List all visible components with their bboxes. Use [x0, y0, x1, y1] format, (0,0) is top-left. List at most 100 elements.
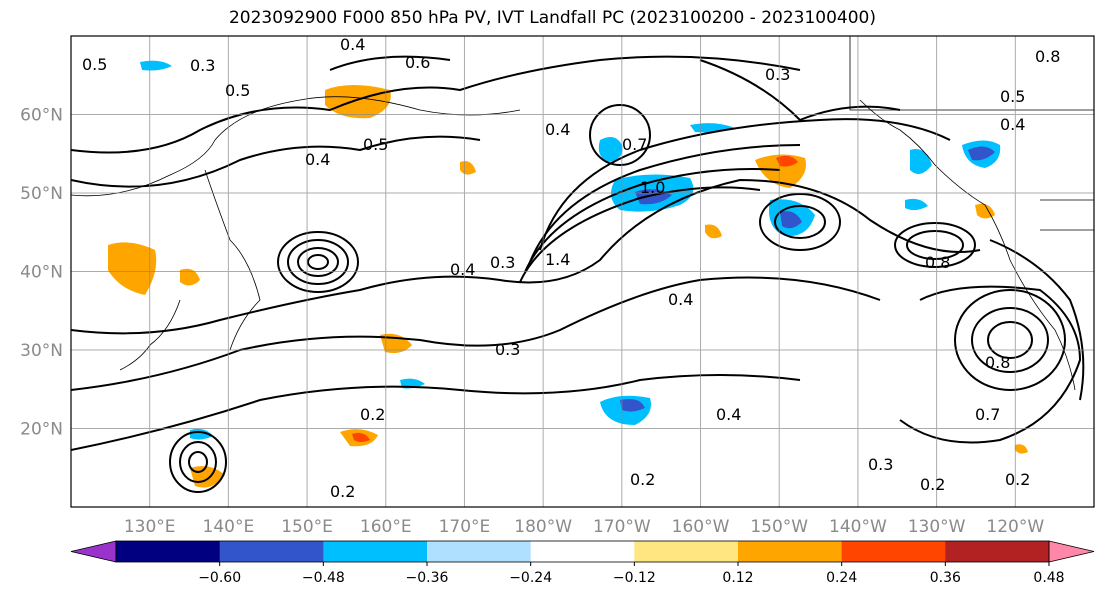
colorbar-tick-label: −0.48 [302, 570, 345, 586]
contour-line [899, 285, 1082, 444]
contour-line [188, 451, 208, 473]
contour-label: 0.2 [360, 405, 385, 424]
pv-fill-orange [180, 268, 200, 286]
pv-fill-orange [975, 203, 995, 219]
pv-fill-blue [905, 198, 928, 211]
contour-label: 0.4 [340, 35, 365, 54]
latitude-label: 50°N [20, 184, 63, 204]
contour-label: 0.4 [668, 290, 693, 309]
contour-label: 0.4 [305, 150, 330, 169]
pv-fill-red [352, 432, 370, 442]
colorbar-extension-low [70, 540, 117, 563]
map-gridlines [71, 36, 1094, 507]
contour-line [329, 55, 451, 71]
contour-line [297, 247, 339, 277]
contour-label: 0.4 [545, 120, 570, 139]
coastline [1009, 259, 1076, 391]
contour-line [699, 59, 901, 122]
contour-label: 0.4 [450, 260, 475, 279]
contour-line [774, 205, 826, 239]
longitude-labels: 130°E 140°E 150°E 160°E 170°E 180°W 170°W 160°W… [124, 517, 1045, 537]
colorbar-tick-label: −0.36 [406, 570, 449, 586]
colorbar-segment [427, 541, 532, 562]
contour-line [894, 222, 976, 268]
longitude-label: 140°W [829, 517, 887, 537]
contour-label: 0.7 [622, 135, 647, 154]
contour-label: 0.3 [490, 253, 515, 272]
pv-fill-blue [140, 60, 172, 71]
contour-line [519, 186, 761, 283]
contour-label: 0.7 [975, 405, 1000, 424]
contour-label: 0.5 [1000, 87, 1025, 106]
contour-label: 0.2 [330, 482, 355, 501]
pv-fill-darkblue [968, 146, 995, 161]
contour-label: 0.8 [925, 253, 950, 272]
pv-fill-orange [1015, 444, 1028, 454]
contour-label: 0.5 [225, 81, 250, 100]
contour-label: 0.5 [363, 135, 388, 154]
pv-fill-blue [598, 136, 623, 162]
contour-line [169, 431, 227, 493]
contour-label: 1.0 [640, 178, 665, 197]
colorbar-tick-label: 0.24 [826, 570, 857, 586]
contour-line [71, 276, 881, 391]
colorbar-segment [634, 541, 739, 562]
contour-label: 0.3 [495, 340, 520, 359]
colorbar-segment [323, 541, 428, 562]
contour-line [179, 441, 217, 483]
colorbar-segment [219, 541, 324, 562]
latitude-label: 30°N [20, 341, 63, 361]
colorbar-tick-label: −0.12 [613, 570, 656, 586]
colorbar-tick-label: 0.48 [1033, 570, 1064, 586]
longitude-label: 130°E [124, 517, 176, 537]
colorbar-tick-label: 0.36 [930, 570, 961, 586]
longitude-label: 160°E [360, 517, 412, 537]
pv-fill-blue [910, 149, 932, 174]
contour-label: 0.6 [405, 53, 430, 72]
colorbar-segment [841, 541, 946, 562]
contour-label: 0.3 [190, 56, 215, 75]
longitude-label: 180°W [514, 517, 572, 537]
latitude-label: 60°N [20, 106, 63, 126]
colorbar-segment [945, 541, 1050, 562]
contour-label: 0.8 [1035, 47, 1060, 66]
contour-line [524, 168, 781, 273]
contour-line [71, 55, 801, 154]
contour-line [589, 104, 651, 166]
longitude-label: 170°W [593, 517, 651, 537]
contour-line [277, 231, 359, 293]
contour-label: 0.4 [1000, 115, 1025, 134]
coastline [859, 99, 1011, 261]
longitude-label: 160°W [672, 517, 730, 537]
latitude-label: 40°N [20, 263, 63, 283]
pv-fill-orange [325, 85, 391, 119]
plot-title: 2023092900 F000 850 hPa PV, IVT Landfall… [228, 8, 876, 28]
contour-line [287, 239, 349, 285]
latitude-labels: 60°N 50°N 40°N 30°N 20°N [20, 106, 63, 440]
colorbar-segment [738, 541, 843, 562]
coastlines [71, 36, 1094, 391]
coastline [849, 36, 1094, 111]
pv-fill-red [776, 155, 798, 167]
colorbar-segment [530, 541, 635, 562]
colorbar-extension-high [1048, 540, 1095, 563]
contour-line [954, 289, 1066, 391]
contour-line [71, 178, 981, 335]
map-frame [70, 35, 1095, 508]
pv-fill-orange [705, 224, 722, 239]
contour-label: 0.5 [82, 55, 107, 74]
pv-fill-orange [108, 242, 157, 295]
contour-label: 0.2 [1005, 470, 1030, 489]
colorbar-tick-label: −0.24 [509, 570, 552, 586]
colorbar-outline [115, 540, 1050, 563]
colorbar-tick-label: −0.60 [198, 570, 241, 586]
contour-line [987, 321, 1033, 359]
contour-line [759, 193, 841, 251]
pv-fill-darkblue [620, 399, 645, 412]
latitude-label: 20°N [20, 420, 63, 440]
contour-line [989, 239, 1085, 401]
contour-line [307, 254, 329, 270]
longitude-label: 150°W [750, 517, 808, 537]
coastline [204, 169, 261, 351]
